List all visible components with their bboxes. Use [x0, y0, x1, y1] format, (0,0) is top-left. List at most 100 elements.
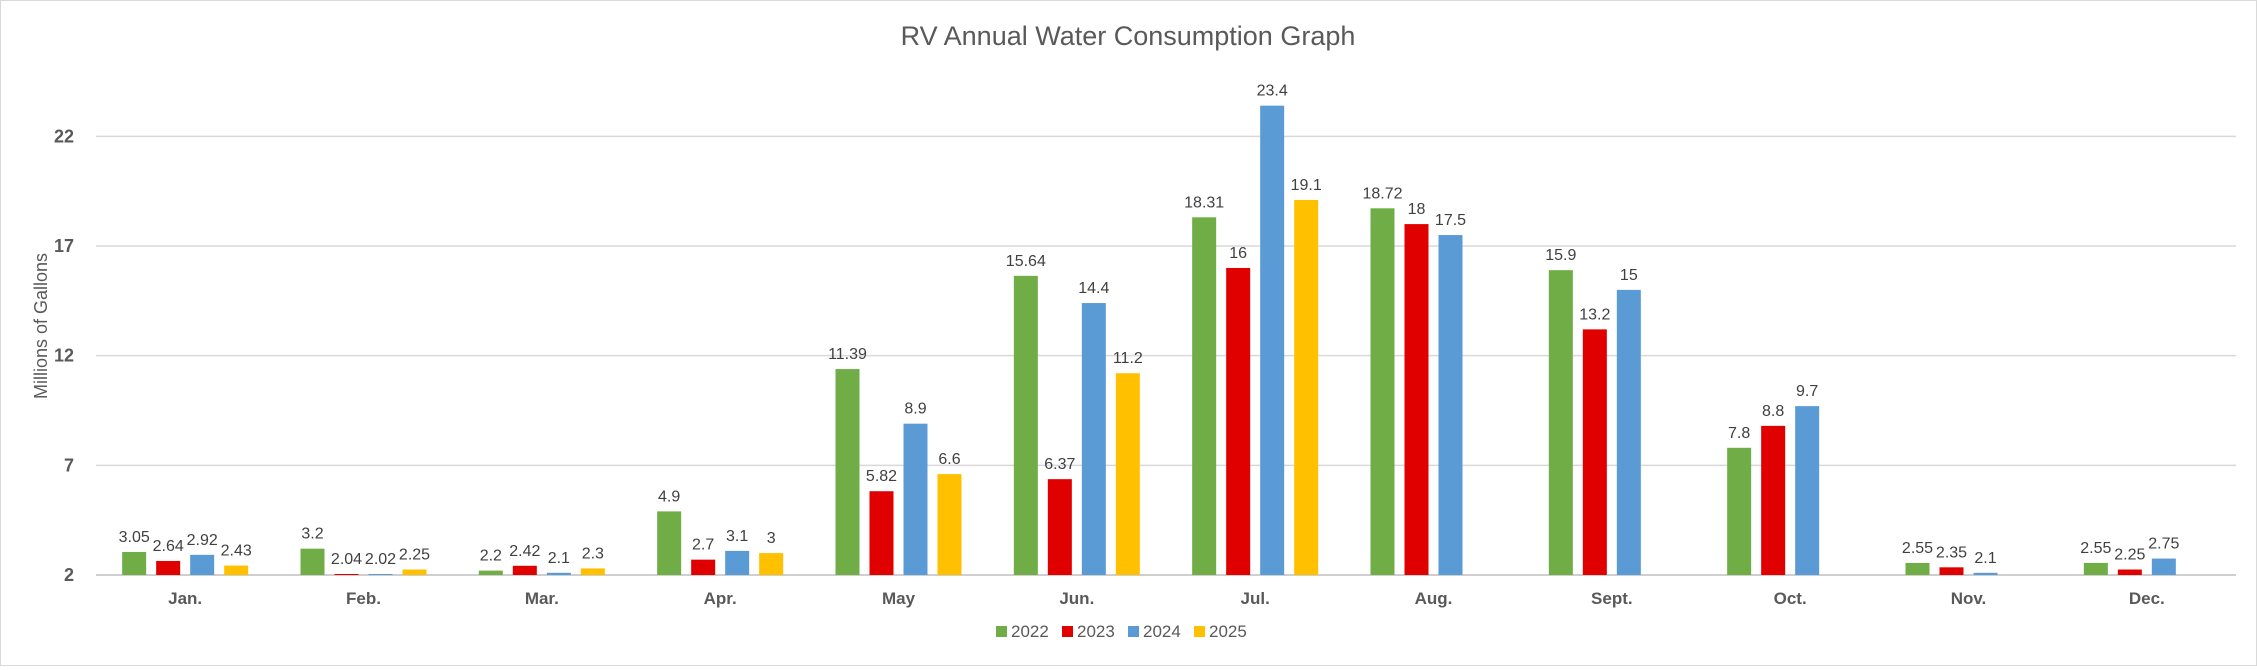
bar-2024-aug [1438, 235, 1463, 575]
bar-2023-jun [1047, 479, 1072, 575]
x-tick-label: Sept. [1591, 589, 1633, 608]
data-label: 15.9 [1545, 247, 1576, 264]
bar-2022-mar [478, 570, 503, 575]
bar-2024-may [903, 423, 928, 575]
data-label: 2.25 [2114, 547, 2145, 564]
legend-swatch-2024 [1128, 626, 1139, 637]
data-label: 16 [1229, 245, 1247, 262]
bar-2023-mar [512, 565, 537, 575]
bars [122, 105, 2176, 576]
bar-2024-jun [1081, 303, 1106, 575]
bar-2022-oct [1727, 447, 1752, 575]
bar-2025-jan [224, 565, 249, 575]
x-tick-label: Aug. [1415, 589, 1453, 608]
bar-2023-sept [1582, 329, 1607, 575]
data-label: 17.5 [1435, 212, 1466, 229]
bar-2022-nov [1905, 562, 1930, 575]
bar-2023-nov [1939, 567, 1964, 575]
data-label: 8.9 [904, 401, 926, 418]
y-axis-label: Millions of Gallons [31, 253, 51, 399]
data-label: 2.25 [399, 547, 430, 564]
data-labels: 3.052.64 2.922.433.22.04 2.02 2.25 2.2 2.42 2.… [119, 83, 2180, 568]
y-tick-label: 2 [64, 565, 74, 585]
bar-2022-apr [657, 511, 682, 575]
bar-2022-jul [1192, 217, 1217, 575]
bar-2025-apr [759, 553, 784, 575]
bar-2025-feb [402, 569, 427, 575]
y-axis-ticks: 2 7 12 17 22 [54, 126, 74, 585]
data-label: 5.82 [866, 468, 897, 485]
data-label: 2.64 [153, 538, 184, 555]
x-tick-label: Jun. [1059, 589, 1094, 608]
data-label: 2.7 [692, 537, 714, 554]
bar-2025-jul [1294, 199, 1319, 575]
bar-2022-may [835, 369, 860, 575]
data-label: 2.1 [548, 550, 570, 567]
bar-2024-mar [546, 572, 571, 575]
x-axis-ticks: Jan. Feb. Mar. Apr. May Jun. Jul. Aug. Sept. Oct.… [168, 589, 2165, 608]
legend-label-2025: 2025 [1209, 622, 1247, 641]
x-tick-label: Jan. [168, 589, 202, 608]
legend: 2022 2023 2024 2025 [996, 622, 1247, 641]
chart-title: RV Annual Water Consumption Graph [901, 21, 1356, 51]
y-tick-label: 7 [64, 455, 74, 475]
data-label: 14.4 [1078, 280, 1109, 297]
data-label: 2.04 [331, 551, 362, 568]
bar-2023-oct [1761, 425, 1786, 575]
data-label: 2.3 [582, 545, 604, 562]
data-label: 3 [767, 530, 776, 547]
y-tick-label: 17 [54, 236, 74, 256]
data-label: 2.55 [1902, 540, 1933, 557]
bar-2022-aug [1370, 208, 1395, 576]
data-label: 8.8 [1762, 403, 1784, 420]
gridlines [96, 135, 2236, 576]
y-tick-label: 22 [54, 126, 74, 146]
bar-2025-may [937, 474, 962, 575]
data-label: 18.72 [1362, 185, 1402, 202]
data-label: 6.37 [1044, 456, 1075, 473]
legend-label-2022: 2022 [1011, 622, 1049, 641]
data-label: 9.7 [1796, 383, 1818, 400]
data-label: 3.1 [726, 528, 748, 545]
data-label: 2.02 [365, 551, 396, 568]
bar-2022-sept [1548, 270, 1573, 575]
x-tick-label: Feb. [346, 589, 381, 608]
bar-2023-jul [1226, 267, 1251, 575]
bar-2023-feb [334, 574, 359, 575]
x-tick-label: Oct. [1774, 589, 1807, 608]
data-label: 2.92 [187, 532, 218, 549]
data-label: 2.1 [1974, 550, 1996, 567]
x-tick-label: May [882, 589, 916, 608]
bar-2023-apr [691, 559, 716, 575]
data-label: 19.1 [1291, 177, 1322, 194]
data-label: 3.05 [119, 529, 150, 546]
bar-2022-jan [122, 551, 147, 575]
y-tick-label: 12 [54, 346, 74, 366]
bar-2024-nov [1973, 572, 1998, 575]
bar-2023-aug [1404, 224, 1429, 575]
bar-2024-apr [725, 550, 750, 575]
data-label: 15.64 [1006, 253, 1046, 270]
x-tick-label: Jul. [1241, 589, 1270, 608]
data-label: 6.6 [938, 451, 960, 468]
legend-label-2024: 2024 [1143, 622, 1181, 641]
x-tick-label: Mar. [525, 589, 559, 608]
bar-2023-dec [2117, 569, 2142, 575]
bar-2022-jun [1013, 275, 1038, 575]
bar-2022-dec [2083, 562, 2108, 575]
bar-2025-jun [1115, 373, 1140, 575]
bar-2024-jul [1260, 105, 1285, 575]
data-label: 13.2 [1579, 306, 1610, 323]
legend-label-2023: 2023 [1077, 622, 1115, 641]
data-label: 15 [1620, 267, 1638, 284]
data-label: 2.2 [480, 548, 502, 565]
legend-swatch-2022 [996, 626, 1007, 637]
bar-2023-may [869, 491, 894, 575]
x-tick-label: Dec. [2129, 589, 2165, 608]
data-label: 23.4 [1257, 83, 1288, 100]
data-label: 18 [1408, 201, 1426, 218]
bar-2024-sept [1616, 289, 1641, 575]
bar-2025-mar [580, 568, 605, 575]
data-label: 11.39 [828, 346, 867, 363]
